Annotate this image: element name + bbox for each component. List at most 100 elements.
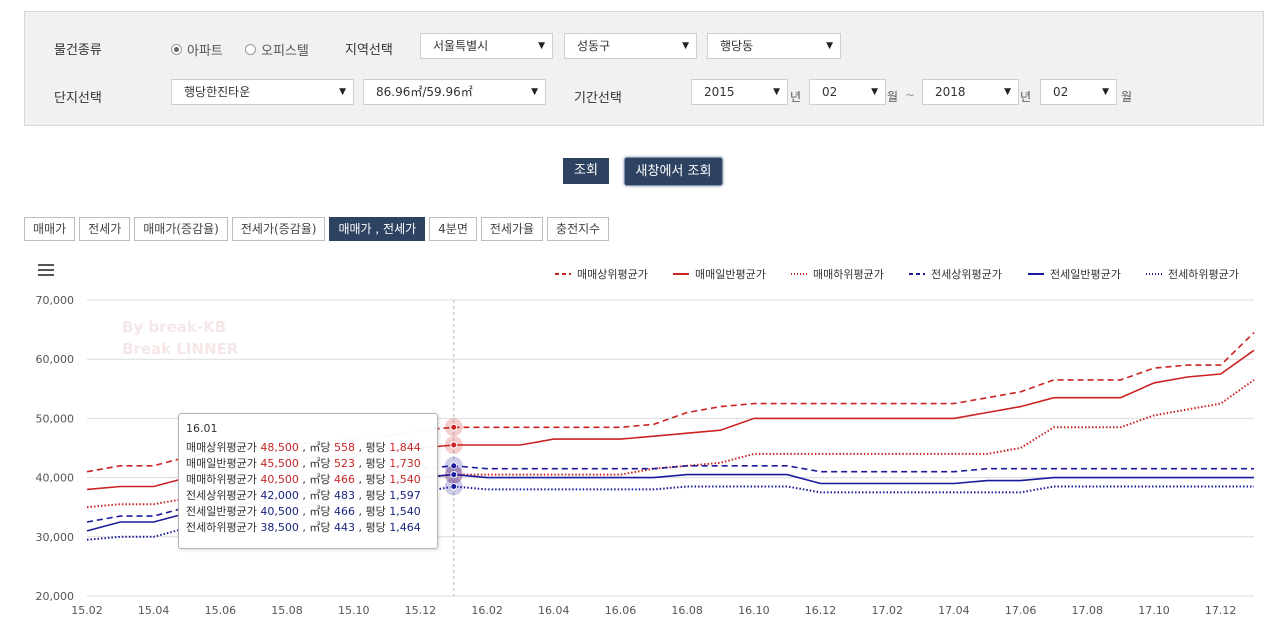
chart-legend: 매매상위평균가 매매일반평균가 매매하위평균가 전세상위평균가 전세일반평균가 …: [0, 266, 1280, 282]
tab-jeonse-ratio[interactable]: 전세가율: [480, 217, 544, 241]
y-tick-label: 50,000: [36, 412, 75, 425]
chart-tooltip: 16.01 매매상위평균가 48,500 , ㎡당 558 , 평당 1,844…: [178, 413, 438, 549]
tooltip-pyeong: 1,844: [389, 441, 421, 454]
legend-item-jeonse-lower[interactable]: 전세하위평균가: [1146, 266, 1239, 282]
month-unit: 월: [887, 90, 899, 104]
end-month-select[interactable]: 02 ▼: [1040, 79, 1117, 105]
tooltip-row: 전세상위평균가 42,000 , ㎡당 483 , 평당 1,597: [186, 489, 421, 502]
legend-label: 전세상위평균가: [931, 268, 1002, 281]
x-tick-label: 15.08: [271, 604, 303, 617]
tooltip-date: 16.01: [186, 422, 218, 435]
tooltip-sqm-label: ㎡당: [309, 521, 331, 534]
end-month-value: 02: [1053, 85, 1069, 99]
x-tick-label: 16.06: [605, 604, 637, 617]
region-district-value: 성동구: [577, 39, 611, 53]
x-tick-label: 17.08: [1072, 604, 1104, 617]
tooltip-price: 38,500: [260, 521, 299, 534]
tooltip-pyeong: 1,464: [389, 521, 421, 534]
tooltip-price: 48,500: [260, 441, 299, 454]
tab-sale-price[interactable]: 매매가: [24, 217, 76, 241]
x-tick-label: 17.12: [1205, 604, 1237, 617]
year-unit: 년: [790, 90, 802, 104]
legend-item-sale-upper[interactable]: 매매상위평균가: [555, 266, 648, 282]
tooltip-row: 전세일반평균가 40,500 , ㎡당 466 , 평당 1,540: [186, 505, 421, 518]
tab-sale-and-jeonse[interactable]: 매매가 , 전세가: [329, 217, 426, 241]
tooltip-sqm: 483: [333, 489, 355, 502]
dropdown-arrow-icon: ▼: [871, 87, 878, 97]
dropdown-arrow-icon: ▼: [339, 87, 346, 97]
tooltip-pyeong-label: 평당: [365, 441, 386, 454]
tooltip-name: 매매일반평균가: [186, 457, 257, 470]
x-tick-label: 15.06: [205, 604, 237, 617]
tooltip-row: 전세하위평균가 38,500 , ㎡당 443 , 평당 1,464: [186, 521, 421, 534]
new-window-query-button[interactable]: 새창에서 조회: [624, 157, 723, 186]
y-tick-label: 20,000: [36, 590, 75, 603]
x-tick-label: 17.10: [1138, 604, 1170, 617]
tooltip-sqm-label: ㎡당: [309, 473, 331, 486]
tab-sale-change-rate[interactable]: 매매가(증감율): [134, 217, 228, 241]
region-dong-select[interactable]: 행당동 ▼: [707, 33, 841, 59]
period-label: 기간선택: [574, 91, 622, 106]
tab-quadrant[interactable]: 4분면: [429, 217, 477, 241]
x-tick-label: 16.10: [738, 604, 770, 617]
year-unit: 년: [1020, 90, 1032, 104]
tooltip-price: 40,500: [260, 505, 299, 518]
tooltip-pyeong-label: 평당: [365, 521, 386, 534]
tooltip-sqm-label: ㎡당: [309, 489, 331, 502]
radio-officetel-label: 오피스텔: [261, 44, 309, 59]
watermark-line1: By break-KB: [122, 318, 227, 336]
filter-panel: 물건종류 아파트 오피스텔 지역선택 서울특별시 ▼ 성동구 ▼ 행당동 ▼ 단지선택…: [24, 11, 1264, 126]
x-tick-label: 17.02: [871, 604, 903, 617]
tab-charge-index[interactable]: 충전지수: [547, 217, 610, 241]
series-line-0: [86, 332, 1255, 473]
legend-item-sale-lower[interactable]: 매매하위평균가: [791, 266, 884, 282]
x-tick-label: 15.02: [71, 604, 103, 617]
region-district-select[interactable]: 성동구 ▼: [564, 33, 697, 59]
tooltip-sqm-label: ㎡당: [309, 457, 331, 470]
x-tick-label: 16.02: [471, 604, 503, 617]
month-unit: 월: [1121, 90, 1133, 104]
tooltip-pyeong-label: 평당: [365, 505, 386, 518]
y-tick-label: 60,000: [36, 353, 75, 366]
legend-label: 전세하위평균가: [1168, 268, 1239, 281]
tooltip-sqm: 466: [333, 505, 355, 518]
query-button[interactable]: 조회: [563, 158, 609, 184]
tooltip-sqm: 466: [333, 473, 355, 486]
complex-select[interactable]: 행당한진타운 ▼: [171, 79, 354, 105]
start-year-select[interactable]: 2015 ▼: [691, 79, 788, 105]
legend-item-jeonse-upper[interactable]: 전세상위평균가: [909, 266, 1002, 282]
tooltip-row: 매매상위평균가 48,500 , ㎡당 558 , 평당 1,844: [186, 441, 421, 454]
radio-apartment[interactable]: 아파트: [171, 40, 223, 59]
legend-item-sale-normal[interactable]: 매매일반평균가: [673, 266, 766, 282]
legend-label: 매매하위평균가: [813, 268, 884, 281]
start-month-select[interactable]: 02 ▼: [809, 79, 886, 105]
chart-tabs: 매매가 전세가 매매가(증감율) 전세가(증감율) 매매가 , 전세가 4분면 …: [24, 217, 610, 241]
start-month-value: 02: [822, 85, 838, 99]
x-tick-label: 15.10: [338, 604, 370, 617]
x-tick-label: 15.12: [405, 604, 437, 617]
area-value: 86.96㎡/59.96㎡: [376, 85, 473, 99]
highlight-point: [450, 462, 458, 470]
tooltip-name: 전세일반평균가: [186, 505, 257, 518]
y-tick-label: 30,000: [36, 531, 75, 544]
legend-item-jeonse-normal[interactable]: 전세일반평균가: [1028, 266, 1121, 282]
watermark: By break-KB Break LINNER: [122, 316, 238, 360]
tooltip-name: 매매상위평균가: [186, 441, 257, 454]
area-select[interactable]: 86.96㎡/59.96㎡ ▼: [363, 79, 546, 105]
tooltip-price: 42,000: [260, 489, 299, 502]
tab-jeonse-price[interactable]: 전세가: [79, 217, 131, 241]
end-year-select[interactable]: 2018 ▼: [922, 79, 1019, 105]
tooltip-price: 40,500: [260, 473, 299, 486]
region-city-select[interactable]: 서울특별시 ▼: [420, 33, 553, 59]
region-label: 지역선택: [345, 43, 393, 58]
legend-label: 전세일반평균가: [1050, 268, 1121, 281]
tooltip-name: 전세하위평균가: [186, 521, 257, 534]
dropdown-arrow-icon: ▼: [773, 87, 780, 97]
x-tick-label: 15.04: [138, 604, 170, 617]
radio-unselected-icon: [245, 44, 256, 55]
tab-jeonse-change-rate[interactable]: 전세가(증감율): [231, 217, 326, 241]
radio-officetel[interactable]: 오피스텔: [245, 40, 309, 59]
watermark-line2: Break LINNER: [122, 340, 239, 358]
radio-apartment-label: 아파트: [187, 44, 223, 59]
hamburger-menu-icon[interactable]: [38, 264, 54, 278]
